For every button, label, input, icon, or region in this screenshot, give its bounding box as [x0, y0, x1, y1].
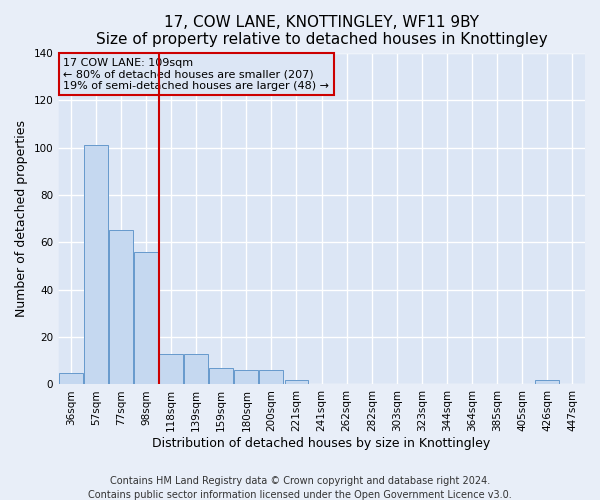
Bar	[284, 380, 308, 384]
Title: 17, COW LANE, KNOTTINGLEY, WF11 9BY
Size of property relative to detached houses: 17, COW LANE, KNOTTINGLEY, WF11 9BY Size…	[96, 15, 547, 48]
Bar	[59, 372, 83, 384]
Bar	[184, 354, 208, 384]
Bar	[134, 252, 158, 384]
Bar	[259, 370, 283, 384]
Bar	[209, 368, 233, 384]
Bar	[535, 380, 559, 384]
Text: 17 COW LANE: 109sqm
← 80% of detached houses are smaller (207)
19% of semi-detac: 17 COW LANE: 109sqm ← 80% of detached ho…	[64, 58, 329, 91]
Bar	[159, 354, 183, 384]
X-axis label: Distribution of detached houses by size in Knottingley: Distribution of detached houses by size …	[152, 437, 491, 450]
Y-axis label: Number of detached properties: Number of detached properties	[15, 120, 28, 317]
Text: Contains HM Land Registry data © Crown copyright and database right 2024.
Contai: Contains HM Land Registry data © Crown c…	[88, 476, 512, 500]
Bar	[235, 370, 258, 384]
Bar	[84, 145, 108, 384]
Bar	[109, 230, 133, 384]
